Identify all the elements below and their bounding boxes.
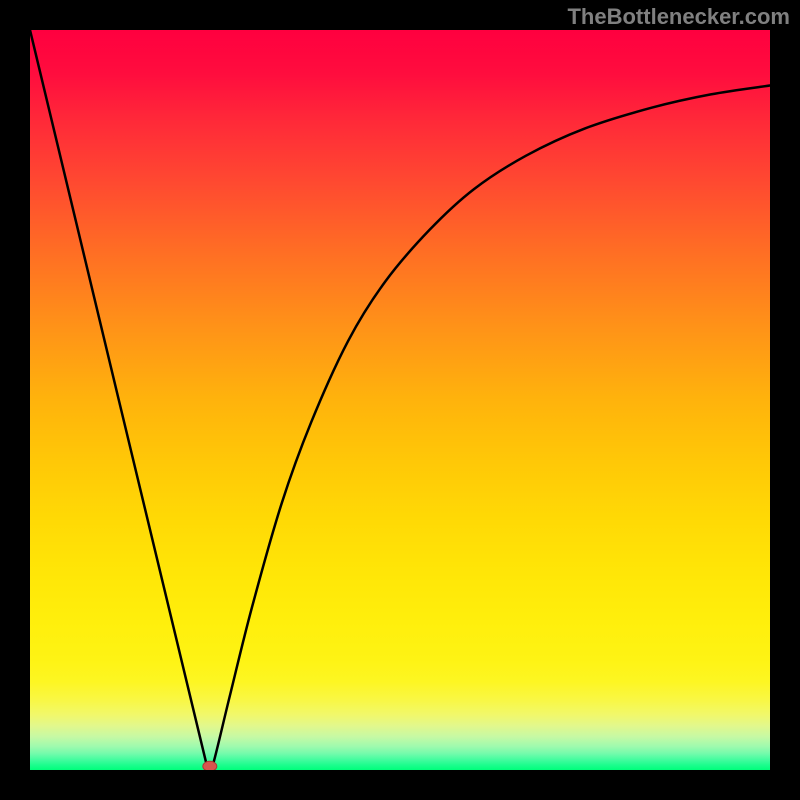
plot-svg bbox=[30, 30, 770, 770]
plot-area bbox=[30, 30, 770, 770]
gradient-background bbox=[30, 30, 770, 770]
chart-container: { "watermark": { "text": "TheBottlenecke… bbox=[0, 0, 800, 800]
bottleneck-marker bbox=[203, 761, 217, 770]
watermark-text: TheBottlenecker.com bbox=[567, 4, 790, 30]
